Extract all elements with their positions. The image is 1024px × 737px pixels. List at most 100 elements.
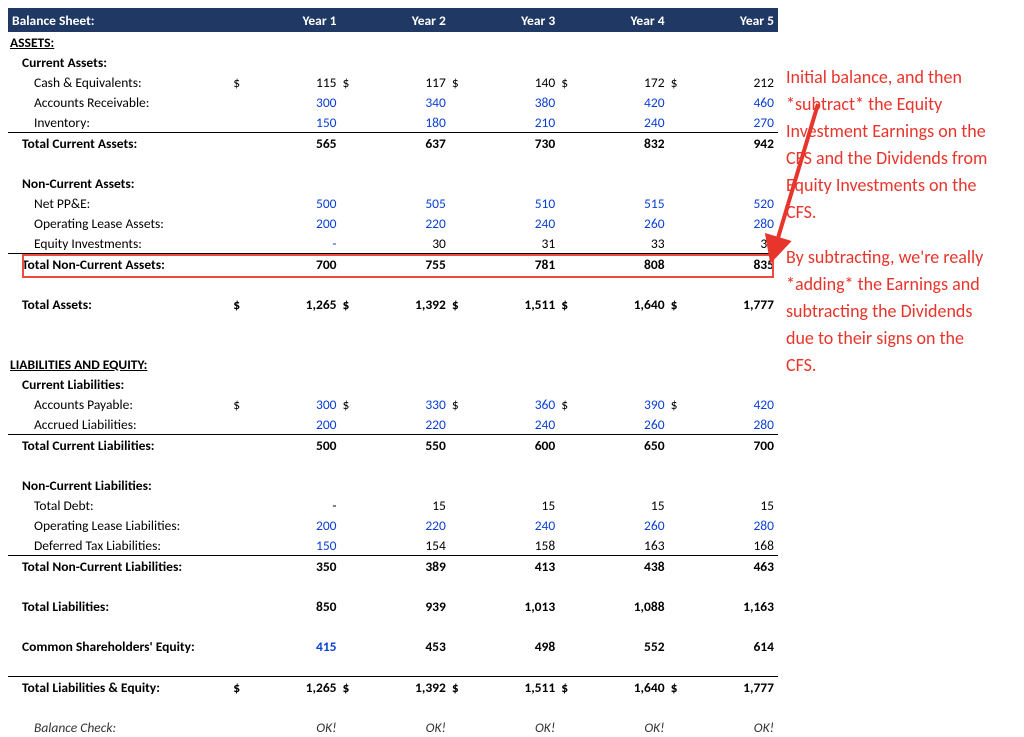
row-label: Current Liabilities: <box>8 374 231 394</box>
cell-value: 600 <box>472 435 559 456</box>
spacer-row <box>8 334 778 354</box>
cell-value: 200 <box>254 213 341 233</box>
spacer-row <box>8 616 778 636</box>
cell-value: 1,511 <box>472 677 559 698</box>
table-row: Common Shareholders' Equity: 415 453 498 552… <box>8 636 778 656</box>
row-label: Balance Check: <box>8 717 231 737</box>
cell-value: 505 <box>363 193 450 213</box>
cell-value: 200 <box>254 515 341 535</box>
cell-value: OK! <box>363 717 450 737</box>
table-row: Current Assets: <box>8 52 778 72</box>
table-row: Inventory:150180210240270 <box>8 112 778 133</box>
cell-value: 1,265 <box>254 294 341 314</box>
cell-value <box>582 374 669 394</box>
row-label: Accrued Liabilities: <box>8 414 231 435</box>
row-label: Non-Current Assets: <box>8 173 231 193</box>
cell-value: 415 <box>254 636 341 656</box>
cell-value: 1,265 <box>254 677 341 698</box>
cell-value: 260 <box>582 515 669 535</box>
spacer-row <box>8 274 778 294</box>
cell-value: 15 <box>363 495 450 515</box>
cell-value: 117 <box>363 72 450 92</box>
annotation-text-2: By subtracting, we're really *adding* th… <box>786 244 998 379</box>
cell-value: 260 <box>582 213 669 233</box>
cell-value: 510 <box>472 193 559 213</box>
cell-value <box>254 354 341 374</box>
cell-value: 942 <box>691 133 778 154</box>
row-label: Common Shareholders' Equity: <box>8 636 231 656</box>
sheet-table: Balance Sheet:Year 1Year 2Year 3Year 4Ye… <box>8 8 778 737</box>
table-row: Total Current Liabilities:50055060065070… <box>8 435 778 456</box>
cell-value: 498 <box>472 636 559 656</box>
cell-value: 1,163 <box>691 596 778 616</box>
table-row: Balance Check:OK!OK!OK!OK!OK! <box>8 717 778 737</box>
table-row: Cash & Equivalents:$115$117$140$172$212 <box>8 72 778 92</box>
col-header: Year 3 <box>472 8 559 32</box>
cell-value: 453 <box>363 636 450 656</box>
cell-value: 420 <box>582 92 669 112</box>
cell-value: 1,640 <box>582 294 669 314</box>
table-row: Total Current Assets:565637730832942 <box>8 133 778 154</box>
cell-value: 500 <box>254 193 341 213</box>
sheet-title: Balance Sheet: <box>8 8 231 32</box>
cell-value: 1,013 <box>472 596 559 616</box>
col-header: Year 2 <box>363 8 450 32</box>
cell-value: 808 <box>582 254 669 275</box>
cell-value <box>254 173 341 193</box>
cell-value: 31 <box>472 233 559 254</box>
cell-value: 210 <box>472 112 559 133</box>
cell-value <box>472 354 559 374</box>
cell-value: 730 <box>472 133 559 154</box>
cell-value: 420 <box>691 394 778 414</box>
row-label: Equity Investments: <box>8 233 231 254</box>
row-label: Operating Lease Liabilities: <box>8 515 231 535</box>
cell-value: 200 <box>254 414 341 435</box>
cell-value: 220 <box>363 414 450 435</box>
cell-value <box>691 354 778 374</box>
cell-value: 350 <box>254 556 341 577</box>
cell-value: OK! <box>691 717 778 737</box>
cell-value: - <box>254 495 341 515</box>
cell-value: 389 <box>363 556 450 577</box>
cell-value: OK! <box>582 717 669 737</box>
col-header: Year 4 <box>582 8 669 32</box>
table-row: Total Debt:-15151515 <box>8 495 778 515</box>
cell-value: 1,777 <box>691 677 778 698</box>
row-label: ASSETS: <box>8 32 231 52</box>
table-row: Equity Investments:-30313335 <box>8 233 778 254</box>
table-row: Non-Current Liabilities: <box>8 475 778 495</box>
cell-value: 390 <box>582 394 669 414</box>
cell-value: 413 <box>472 556 559 577</box>
cell-value: 700 <box>254 254 341 275</box>
cell-value: 154 <box>363 535 450 556</box>
cell-value: - <box>254 233 341 254</box>
row-label: Deferred Tax Liabilities: <box>8 535 231 556</box>
annotation-text-1: Initial balance, and then *subtract* the… <box>786 64 998 226</box>
cell-value <box>363 32 450 52</box>
cell-value: 781 <box>472 254 559 275</box>
header-row: Balance Sheet:Year 1Year 2Year 3Year 4Ye… <box>8 8 778 32</box>
table-row: ASSETS: <box>8 32 778 52</box>
row-label: Operating Lease Assets: <box>8 213 231 233</box>
cell-value: 614 <box>691 636 778 656</box>
cell-value: 330 <box>363 394 450 414</box>
spacer-row <box>8 314 778 334</box>
cell-value <box>472 173 559 193</box>
cell-value: 168 <box>691 535 778 556</box>
row-label: Total Non-Current Liabilities: <box>8 556 231 577</box>
cell-value <box>254 374 341 394</box>
annotation-panel: Initial balance, and then *subtract* the… <box>778 8 1008 379</box>
cell-value: 240 <box>472 414 559 435</box>
col-header: Year 1 <box>254 8 341 32</box>
spacer-row <box>8 697 778 717</box>
table-row: Deferred Tax Liabilities:150154158163168 <box>8 535 778 556</box>
table-row: Accounts Receivable:300340380420460 <box>8 92 778 112</box>
cell-value <box>363 475 450 495</box>
cell-value: 552 <box>582 636 669 656</box>
cell-value <box>691 52 778 72</box>
cell-value: 515 <box>582 193 669 213</box>
cell-value: 650 <box>582 435 669 456</box>
cell-value: 172 <box>582 72 669 92</box>
cell-value: 1,777 <box>691 294 778 314</box>
spacer-row <box>8 656 778 677</box>
